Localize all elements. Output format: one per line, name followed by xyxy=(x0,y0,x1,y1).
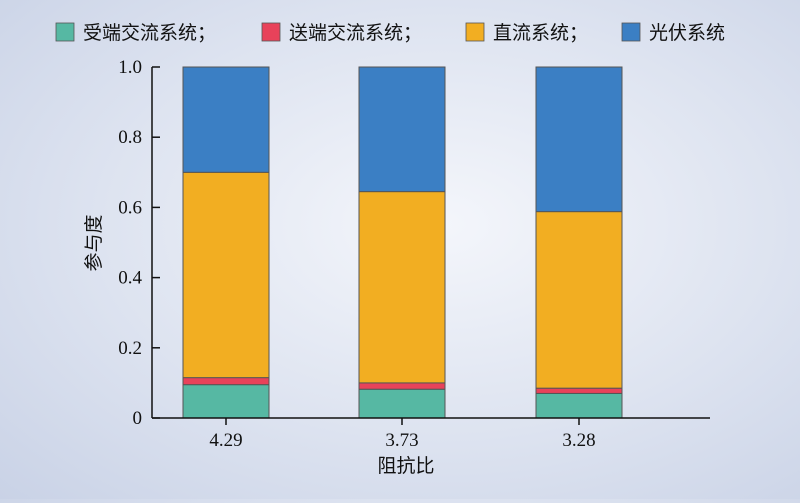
x-tick-label: 3.73 xyxy=(385,430,418,451)
y-ticks: 0 0.2 0.4 0.6 0.8 1.0 xyxy=(118,57,160,429)
y-tick-label: 0.8 xyxy=(118,127,142,148)
bar-segment-1-cat-1 xyxy=(182,384,270,419)
legend-swatch-3 xyxy=(465,22,485,42)
y-tick-label: 0.6 xyxy=(118,197,142,218)
bar-segment-3-cat-3 xyxy=(535,211,623,389)
legend-swatch-2 xyxy=(261,22,281,42)
x-tick-label: 4.29 xyxy=(209,430,242,451)
bar-segment-4-cat-3 xyxy=(535,66,623,213)
y-tick-label: 0 xyxy=(133,408,143,429)
legend-label-3: 直流系统； xyxy=(493,22,588,44)
bars xyxy=(182,66,623,419)
bar-segment-4-cat-2 xyxy=(358,66,446,193)
legend: 受端交流系统； 送端交流系统； 直流系统； 光伏系统 xyxy=(55,22,725,44)
y-axis-title: 参与度 xyxy=(83,214,105,271)
bar-segment-3-cat-2 xyxy=(358,191,446,384)
bar-segment-4-cat-1 xyxy=(182,66,270,173)
legend-swatch-4 xyxy=(621,22,641,42)
bar-segment-1-cat-2 xyxy=(358,388,446,419)
bar-segment-2-cat-1 xyxy=(182,377,270,386)
y-tick-label: 0.4 xyxy=(118,268,142,289)
legend-label-1: 受端交流系统； xyxy=(83,22,216,44)
legend-label-4: 光伏系统 xyxy=(649,22,725,44)
bar-segment-2-cat-3 xyxy=(535,387,623,394)
axes xyxy=(151,67,710,419)
bar-segment-1-cat-3 xyxy=(535,392,623,419)
legend-label-2: 送端交流系统； xyxy=(289,22,422,44)
legend-swatch-1 xyxy=(55,22,75,42)
bar-segment-2-cat-2 xyxy=(358,382,446,390)
x-axis-title: 阻抗比 xyxy=(377,455,434,477)
x-tick-label: 3.28 xyxy=(562,430,595,451)
bar-segment-3-cat-1 xyxy=(182,171,270,379)
y-tick-label: 1.0 xyxy=(118,57,142,78)
x-ticks: 4.29 3.73 3.28 xyxy=(209,418,596,451)
y-tick-label: 0.2 xyxy=(118,338,142,359)
